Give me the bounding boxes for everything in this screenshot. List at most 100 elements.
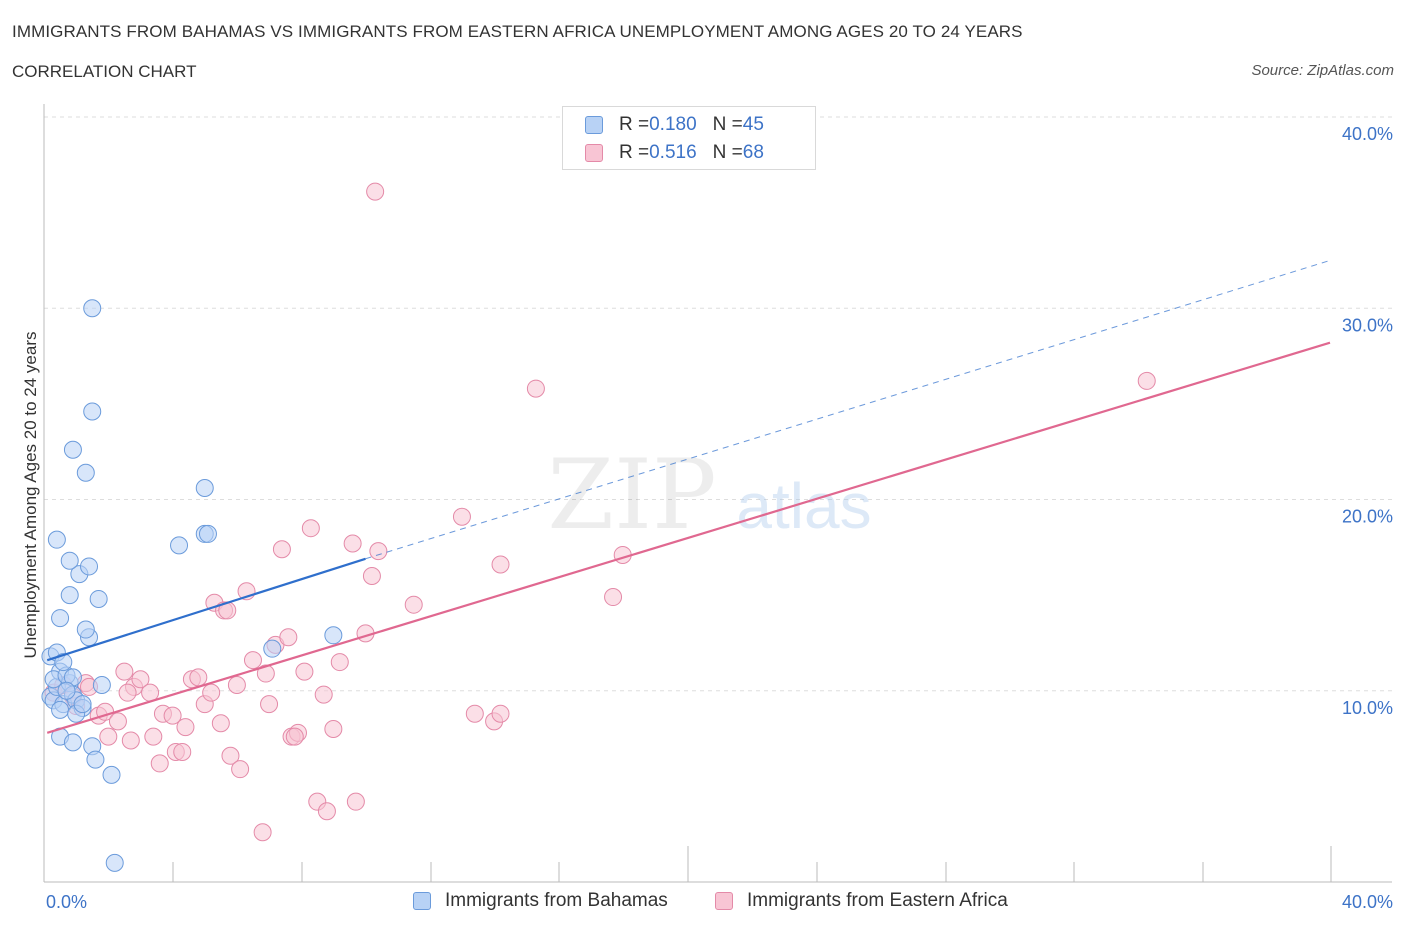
trend-lines xyxy=(46,259,1331,734)
eastern-africa-point xyxy=(317,802,336,821)
bahamas-point xyxy=(47,530,66,549)
eafrica-r-label: R = xyxy=(619,142,650,163)
eafrica-n-label: N = xyxy=(712,142,743,163)
legend-row-bahamas: R = 0.180 N = 45 xyxy=(585,113,764,137)
bahamas-point xyxy=(57,681,76,700)
eastern-africa-point xyxy=(131,670,150,689)
axes xyxy=(43,104,1392,883)
bahamas-point xyxy=(73,695,92,714)
x-tick-label-min: 0.0% xyxy=(46,892,87,912)
eastern-africa-point xyxy=(144,727,163,746)
eastern-africa-point xyxy=(115,662,134,681)
eastern-africa-point xyxy=(121,731,140,750)
eastern-africa-point xyxy=(285,727,304,746)
eastern-africa-point xyxy=(491,555,510,574)
bahamas-trend-line xyxy=(46,557,366,662)
eastern-africa-point xyxy=(150,754,169,773)
eastern-africa-point xyxy=(163,706,182,725)
bahamas-point xyxy=(86,750,105,769)
eastern-africa-point xyxy=(1137,371,1156,390)
series-legend: Immigrants from Bahamas Immigrants from … xyxy=(0,888,1406,916)
bahamas-n-value: 45 xyxy=(742,114,764,135)
legend-eastern-africa-label: Immigrants from Eastern Africa xyxy=(747,890,1008,911)
eafrica-r-value: 0.516 xyxy=(649,142,697,163)
y-tick-label-10: 10.0% xyxy=(1342,698,1393,718)
series-eastern-africa-points xyxy=(44,182,1156,842)
eastern-africa-point xyxy=(231,760,250,779)
eastern-africa-point xyxy=(324,720,343,738)
bahamas-point xyxy=(105,853,124,872)
eastern-africa-point xyxy=(253,823,272,842)
eastern-africa-point xyxy=(279,628,298,647)
eastern-africa-point xyxy=(369,542,388,561)
eastern-africa-point xyxy=(301,519,320,538)
eastern-africa-point xyxy=(604,588,623,607)
eastern-africa-point xyxy=(404,595,423,614)
bahamas-point xyxy=(63,440,82,459)
eastern-africa-point xyxy=(227,676,246,695)
eastern-africa-point xyxy=(526,379,545,398)
eastern-africa-point xyxy=(189,668,208,687)
eastern-africa-point xyxy=(243,651,262,670)
legend-bahamas-swatch xyxy=(413,892,431,910)
bahamas-point xyxy=(60,551,79,570)
bahamas-point xyxy=(51,609,70,628)
bahamas-n-label: N = xyxy=(712,114,743,135)
legend-bahamas-label: Immigrants from Bahamas xyxy=(445,890,668,911)
eastern-africa-point xyxy=(176,718,195,737)
legend-item-bahamas: Immigrants from Bahamas xyxy=(413,890,668,912)
y-tick-labels: 10.0% 20.0% 30.0% 40.0% xyxy=(1342,124,1393,718)
y-tick-label-30: 30.0% xyxy=(1342,315,1393,335)
bahamas-r-value: 0.180 xyxy=(649,114,697,135)
eastern-africa-point xyxy=(256,664,275,683)
eastern-africa-point xyxy=(202,683,221,702)
bahamas-point xyxy=(76,463,95,482)
legend-item-eastern-africa: Immigrants from Eastern Africa xyxy=(715,890,1008,912)
eastern-africa-point xyxy=(452,507,471,526)
eastern-africa-point xyxy=(295,662,314,681)
bahamas-point xyxy=(83,299,102,318)
bahamas-point xyxy=(195,479,214,498)
eastern-africa-point xyxy=(99,727,118,746)
bahamas-point xyxy=(263,639,282,658)
eastern-africa-point xyxy=(108,712,127,731)
watermark-atlas: atlas xyxy=(736,470,871,542)
bahamas-swatch xyxy=(585,116,603,134)
legend-row-eastern-africa: R = 0.516 N = 68 xyxy=(585,141,764,165)
bahamas-point xyxy=(63,733,82,752)
bahamas-point xyxy=(92,676,111,695)
eastern-africa-point xyxy=(118,683,137,702)
x-tick-labels: 0.0% 40.0% xyxy=(46,892,1393,912)
bahamas-point xyxy=(83,402,102,421)
y-axis-label: Unemployment Among Ages 20 to 24 years xyxy=(21,332,40,659)
watermark-zip: ZIP xyxy=(547,439,716,551)
source-credit: Source: ZipAtlas.com xyxy=(1251,62,1394,79)
bahamas-point xyxy=(89,589,108,608)
bahamas-point xyxy=(80,557,99,576)
bahamas-point xyxy=(102,765,121,784)
bahamas-r-label: R = xyxy=(619,114,650,135)
eastern-africa-point xyxy=(346,792,365,811)
chart-title: IMMIGRANTS FROM BAHAMAS VS IMMIGRANTS FR… xyxy=(12,22,1023,41)
eastern-africa-point xyxy=(221,746,240,765)
eastern-africa-point xyxy=(343,534,362,553)
chart-subtitle: CORRELATION CHART xyxy=(12,62,197,81)
correlation-legend: R = 0.180 N = 45 R = 0.516 N = 68 xyxy=(562,106,816,170)
bahamas-point xyxy=(76,620,95,639)
legend-eastern-africa-swatch xyxy=(715,892,733,910)
x-tick-label-max: 40.0% xyxy=(1342,892,1393,912)
eastern-africa-point xyxy=(211,714,230,733)
watermark: ZIP atlas xyxy=(547,439,871,551)
eastern-africa-point xyxy=(366,182,385,201)
eastern-africa-point xyxy=(362,567,381,585)
series-bahamas-points xyxy=(41,299,343,872)
eastern-africa-point xyxy=(260,695,279,714)
eastern-africa-point xyxy=(465,704,484,723)
bahamas-point xyxy=(170,536,189,555)
grid-lines xyxy=(44,116,1392,692)
eastern-africa-point xyxy=(330,653,349,672)
eastern-africa-point xyxy=(173,742,192,761)
eastern-africa-trend-line xyxy=(46,341,1331,734)
bahamas-point xyxy=(60,586,79,605)
